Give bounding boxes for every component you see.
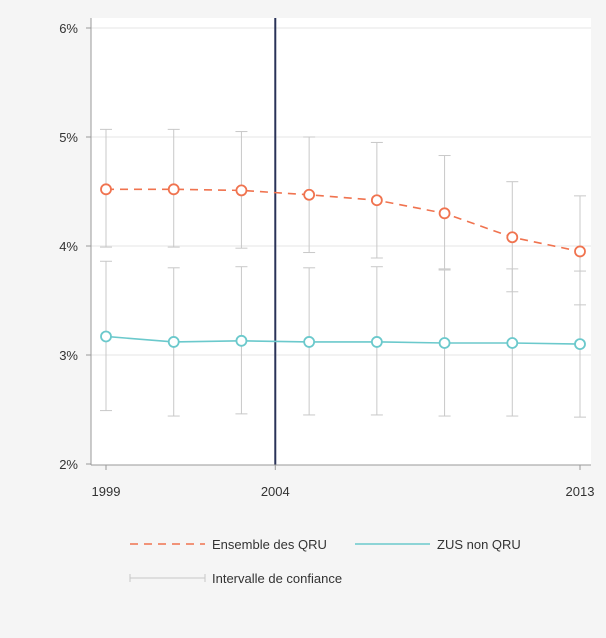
series-points	[100, 183, 586, 351]
data-point	[506, 231, 519, 244]
y-tick-label: 3%	[59, 348, 78, 363]
data-point	[438, 337, 451, 349]
legend-label-zus-non-qru: ZUS non QRU	[437, 537, 521, 552]
data-point	[506, 337, 519, 349]
x-tick-label: 2004	[261, 484, 290, 499]
axes	[86, 18, 591, 470]
legend-label-confidence-interval: Intervalle de confiance	[212, 571, 342, 586]
plot-area	[91, 18, 591, 465]
data-point	[370, 336, 383, 348]
y-tick-label: 4%	[59, 239, 78, 254]
y-tick-label: 5%	[59, 130, 78, 145]
data-point	[235, 334, 248, 347]
data-point	[167, 336, 180, 348]
data-point	[574, 245, 586, 258]
legend: Ensemble des QRU ZUS non QRU Intervalle …	[129, 537, 521, 586]
data-point	[100, 183, 112, 196]
tick-labels: 2% 3% 4% 5% 6% 1999 2004 2013	[59, 21, 594, 499]
legend-label-ensemble-des-qru: Ensemble des QRU	[212, 537, 327, 552]
series-line	[105, 335, 581, 345]
data-point	[370, 194, 383, 207]
data-point	[100, 330, 112, 343]
data-point	[235, 184, 248, 197]
data-point	[303, 336, 316, 348]
y-tick-label: 6%	[59, 21, 78, 36]
series-lines	[105, 188, 581, 345]
x-tick-label: 1999	[92, 484, 121, 499]
y-tick-label: 2%	[59, 457, 78, 472]
data-point	[438, 207, 451, 220]
legend-swatch-confidence-interval	[129, 574, 206, 582]
data-point	[303, 188, 316, 201]
grid-lines	[91, 27, 591, 356]
x-tick-label: 2013	[566, 484, 595, 499]
data-point	[574, 338, 586, 351]
data-point	[167, 183, 180, 196]
